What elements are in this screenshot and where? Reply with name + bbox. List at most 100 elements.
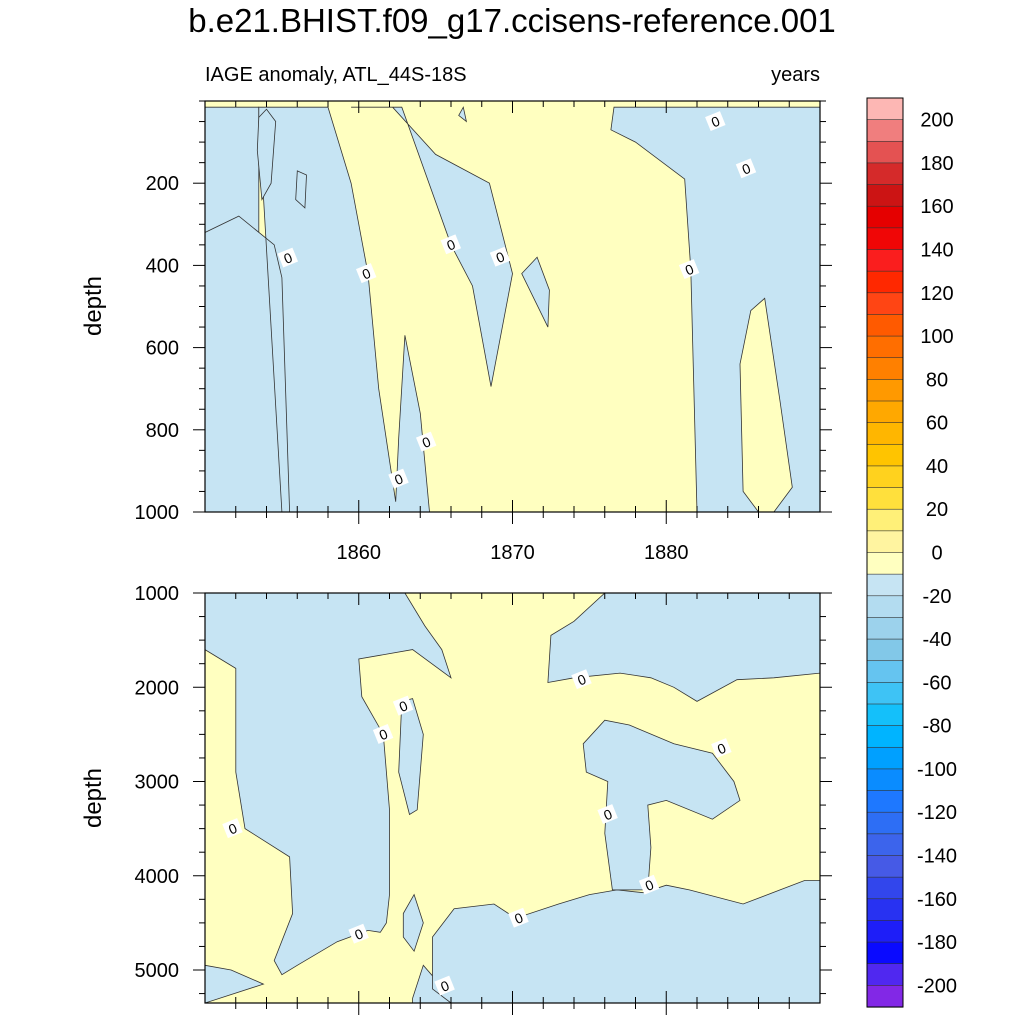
lower-contour-labels: 0 0 0 0 0 0 0 0 0 0	[222, 669, 732, 996]
colorbar-swatch	[866, 552, 904, 575]
lower-negative-region-1	[205, 964, 265, 1003]
colorbar-swatch	[866, 920, 904, 943]
colorbar-swatch	[866, 465, 904, 489]
colorbar-label: -100	[917, 759, 957, 781]
colorbar-label: 120	[920, 283, 953, 305]
colorbar-swatch	[866, 487, 904, 510]
lower-y-tick-label: 4000	[135, 866, 180, 888]
colorbar-swatch	[866, 530, 904, 554]
lower-contour-label-8: 0	[508, 907, 529, 928]
upper-negative-region-5	[458, 106, 468, 123]
colorbar-swatch	[866, 249, 904, 272]
units-label: years	[771, 64, 820, 86]
upper-contour-label-1: 0	[355, 263, 377, 284]
colorbar-swatch	[866, 638, 904, 662]
colorbar-swatch	[866, 790, 904, 813]
colorbar-swatch	[866, 985, 904, 1008]
colorbar-swatch	[866, 162, 904, 186]
colorbar-swatch	[866, 97, 904, 121]
lower-y-tick-label: 3000	[135, 772, 180, 794]
upper-y-axis-label: depth	[80, 276, 107, 336]
lower-panel: 0 0 0 0 0 0 0 0 0 0 1000 2000 3000 4000 5000 depth	[80, 583, 832, 1015]
upper-y-tick-label: 1000	[135, 502, 180, 524]
colorbar-swatch	[866, 660, 904, 683]
lower-contour-label-2: 0	[372, 723, 394, 744]
colorbar-label: 40	[926, 456, 948, 478]
colorbar-label: -140	[917, 846, 957, 868]
chart-title: b.e21.BHIST.f09_g17.ccisens-reference.00…	[188, 2, 836, 39]
lower-ticks: 1000 2000 3000 4000 5000	[135, 583, 832, 1015]
upper-negative-regions	[205, 106, 820, 512]
upper-y-tick-label: 800	[146, 420, 179, 442]
lower-negative-region-5	[432, 880, 820, 1003]
colorbar-swatch	[866, 768, 904, 792]
colorbar-swatch	[866, 422, 904, 445]
lower-contour-label-3: 0	[222, 818, 243, 839]
colorbar-label: 160	[920, 196, 953, 218]
colorbar-swatch	[866, 682, 904, 705]
colorbar-swatch	[866, 443, 904, 467]
upper-negative-region-4	[351, 106, 513, 387]
lower-negative-region-6	[547, 593, 820, 702]
colorbar-swatch	[866, 140, 904, 164]
upper-negative-region-3	[295, 170, 307, 209]
colorbar-swatch	[866, 941, 904, 965]
lower-negative-regions	[205, 593, 820, 1003]
upper-negative-region-2	[256, 108, 277, 201]
colorbar-swatch	[866, 703, 904, 727]
colorbar-swatch	[866, 184, 904, 207]
x-tick-label: 1860	[337, 542, 382, 564]
lower-contour-label-9: 0	[434, 975, 455, 996]
upper-contour-label-6: 0	[415, 431, 437, 452]
lower-y-tick-label: 2000	[135, 677, 180, 699]
colorbar-swatch	[866, 617, 904, 640]
lower-y-tick-label: 1000	[135, 583, 180, 605]
colorbar-label: 0	[931, 543, 942, 565]
upper-contour-label-3: 0	[489, 246, 511, 267]
colorbar-label: -160	[917, 889, 957, 911]
colorbar-swatch	[866, 335, 904, 359]
lower-y-axis-label: depth	[80, 768, 107, 828]
x-axis-tick-labels: 1860 1870 1880	[337, 542, 689, 564]
upper-y-tick-label: 200	[146, 173, 179, 195]
x-tick-label: 1880	[644, 542, 689, 564]
variable-label: IAGE anomaly, ATL_44S-18S	[205, 64, 467, 86]
lower-contour-label-4: 0	[597, 804, 618, 824]
lower-contour-label-1: 0	[392, 695, 414, 716]
upper-y-tick-label: 400	[146, 255, 179, 277]
colorbar-label: -180	[917, 932, 957, 954]
upper-negative-region-7	[610, 106, 820, 512]
lower-negative-region-3	[402, 893, 424, 953]
colorbar-swatch	[866, 357, 904, 380]
lower-negative-region-2	[398, 698, 424, 816]
lower-contour-label-0: 0	[571, 669, 592, 690]
colorbar-swatch	[866, 898, 904, 922]
colorbar-swatch	[866, 963, 904, 986]
lower-contour-label-7: 0	[348, 923, 369, 944]
upper-contour-label-0: 0	[277, 247, 299, 268]
lower-contour-label-5: 0	[711, 738, 732, 758]
colorbar-label: 200	[920, 110, 953, 132]
colorbar-label: -120	[917, 802, 957, 824]
colorbar-label: 80	[926, 369, 948, 391]
colorbar-label: -20	[923, 586, 952, 608]
colorbar-swatch	[866, 270, 904, 294]
colorbar-swatch	[866, 746, 904, 770]
colorbar-swatch	[866, 205, 904, 229]
colorbar-swatch	[866, 400, 904, 424]
colorbar-label: 180	[920, 153, 953, 175]
colorbar-label: 60	[926, 413, 948, 435]
colorbar-swatch	[866, 314, 904, 337]
colorbar-swatch	[866, 833, 904, 857]
colorbar-label: -40	[923, 629, 952, 651]
upper-contour-label-5: 0	[388, 468, 409, 489]
colorbar-swatch	[866, 292, 904, 316]
colorbar-label: 20	[926, 499, 948, 521]
colorbar-label: -60	[923, 672, 952, 694]
upper-contour-label-7: 0	[705, 111, 726, 131]
lower-y-tick-label: 5000	[135, 960, 180, 982]
colorbar-frame	[866, 97, 904, 1008]
